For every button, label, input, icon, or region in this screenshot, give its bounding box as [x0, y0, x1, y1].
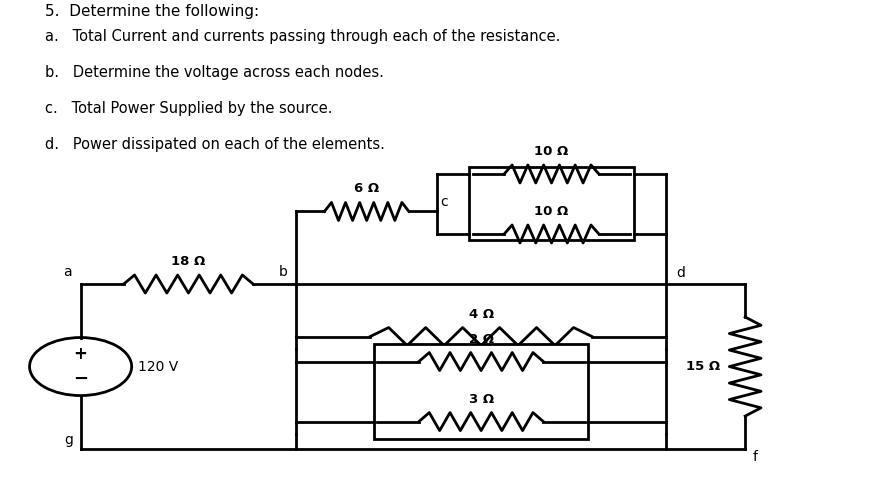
Bar	[469, 167, 634, 240]
Text: c.   Total Power Supplied by the source.: c. Total Power Supplied by the source.	[45, 101, 333, 116]
Text: 18 Ω: 18 Ω	[171, 255, 206, 268]
Text: +: +	[73, 346, 87, 363]
Text: 5.  Determine the following:: 5. Determine the following:	[45, 4, 260, 19]
Text: f: f	[752, 450, 758, 464]
Text: c: c	[441, 196, 449, 209]
Text: b: b	[278, 265, 288, 279]
Text: 120 V: 120 V	[138, 360, 178, 374]
Text: 6 Ω: 6 Ω	[354, 183, 379, 196]
Text: 3 Ω: 3 Ω	[469, 392, 494, 405]
Text: 2 Ω: 2 Ω	[469, 332, 494, 346]
Text: 4 Ω: 4 Ω	[469, 307, 494, 320]
Text: d: d	[676, 266, 685, 280]
Text: d.   Power dissipated on each of the elements.: d. Power dissipated on each of the eleme…	[45, 137, 385, 152]
Text: a.   Total Current and currents passing through each of the resistance.: a. Total Current and currents passing th…	[45, 29, 561, 44]
Text: 15 Ω: 15 Ω	[686, 360, 721, 373]
Text: b.   Determine the voltage across each nodes.: b. Determine the voltage across each nod…	[45, 65, 384, 80]
Text: a: a	[64, 265, 72, 279]
Text: 10 Ω: 10 Ω	[534, 145, 569, 158]
Text: −: −	[73, 370, 88, 388]
Text: 10 Ω: 10 Ω	[534, 205, 569, 218]
Bar	[374, 344, 588, 439]
Text: g: g	[64, 433, 73, 447]
